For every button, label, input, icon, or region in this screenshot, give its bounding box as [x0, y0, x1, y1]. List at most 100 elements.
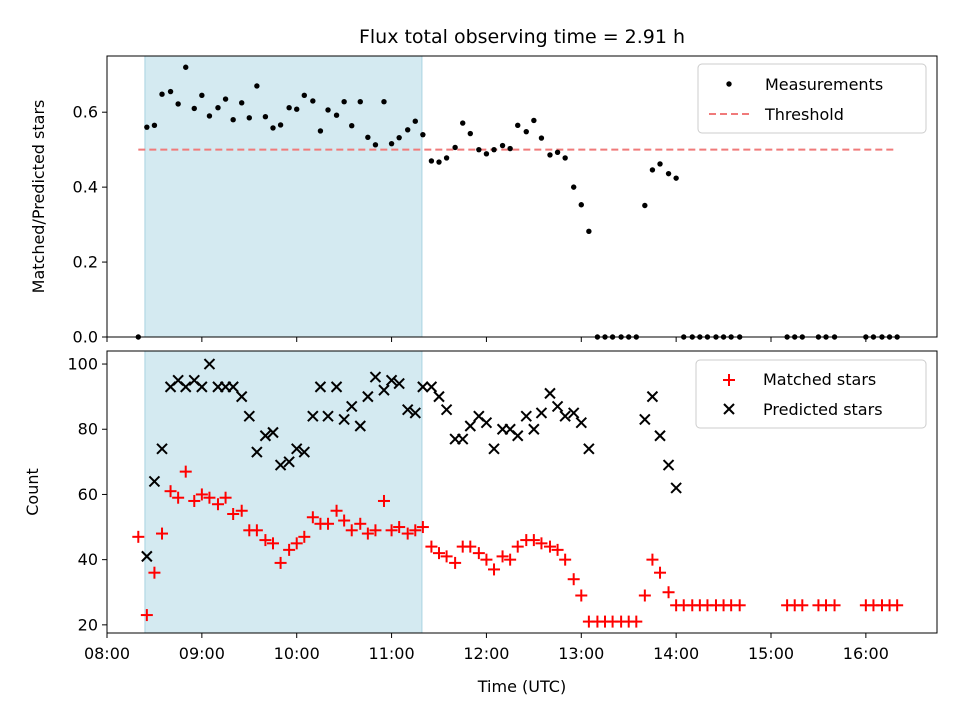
matched-stars-point	[535, 537, 548, 550]
matched-stars-point	[393, 521, 406, 534]
x-tick-label: 11:00	[369, 644, 415, 663]
predicted-stars-point	[457, 433, 469, 445]
measurement-point	[262, 113, 269, 120]
y-tick-label: 100	[67, 355, 98, 374]
matched-stars-point	[172, 491, 185, 504]
matched-stars-point	[559, 553, 572, 566]
predicted-stars-series	[141, 358, 682, 563]
measurement-point	[507, 145, 513, 152]
measurement-point	[420, 131, 426, 138]
predicted-stars-point	[528, 423, 540, 435]
measurement-point	[254, 83, 260, 89]
predicted-stars-point	[520, 410, 532, 422]
measurement-point	[554, 149, 561, 155]
matched-stars-point	[179, 465, 192, 478]
matched-stars-point	[235, 504, 248, 517]
predicted-stars-point	[314, 381, 327, 393]
measurement-point	[578, 202, 584, 208]
predicted-stars-point	[203, 358, 216, 370]
measurement-point	[286, 105, 292, 111]
y-tick-label: 60	[78, 485, 98, 504]
matched-stars-point	[440, 550, 453, 563]
y-tick-label: 0.0	[73, 328, 98, 347]
matched-stars-point	[259, 534, 272, 547]
predicted-stars-point	[409, 407, 421, 419]
measurement-point	[531, 117, 537, 124]
matched-stars-point	[638, 589, 651, 602]
matched-stars-series	[132, 465, 904, 628]
measurement-point	[246, 115, 252, 121]
matched-stars-point	[195, 488, 208, 501]
measurement-point	[175, 101, 181, 107]
x-tick-label: 16:00	[843, 644, 889, 663]
legend-predicted-marker	[723, 403, 735, 415]
measurement-point	[443, 155, 450, 161]
measurement-point	[428, 158, 435, 164]
matched-stars-point	[409, 524, 422, 537]
y-tick-label: 20	[78, 615, 98, 634]
count-legend-box	[695, 359, 927, 429]
predicted-stars-point	[654, 430, 666, 442]
predicted-stars-point	[274, 459, 287, 471]
measurement-point	[396, 134, 402, 141]
measurement-point	[649, 167, 656, 173]
matched-stars-point	[345, 524, 358, 537]
predicted-stars-point	[480, 417, 493, 429]
matched-stars-point	[480, 553, 493, 566]
matched-stars-point	[488, 563, 501, 576]
measurement-point	[159, 91, 165, 97]
legend-matched-label: Matched stars	[763, 370, 876, 389]
matched-stars-point	[433, 547, 445, 560]
matched-stars-point	[250, 524, 263, 537]
predicted-stars-point	[488, 443, 500, 455]
predicted-stars-point	[639, 413, 651, 426]
count-panel: 20 40 60 80 100 08:00 09:00 10:00 11:00 12:00 13:…	[23, 350, 938, 696]
predicted-stars-point	[235, 390, 248, 403]
legend-matched-marker	[723, 374, 735, 386]
matched-stars-point	[425, 540, 438, 553]
matched-stars-point	[377, 494, 390, 507]
measurement-point	[333, 112, 340, 118]
predicted-stars-point	[535, 407, 548, 419]
matched-stars-point	[401, 527, 414, 540]
matched-stars-point	[283, 543, 296, 556]
predicted-stars-point	[646, 390, 659, 403]
legend-threshold-label: Threshold	[764, 105, 844, 124]
predicted-stars-point	[417, 381, 429, 393]
measurement-point	[547, 152, 553, 158]
predicted-stars-point	[425, 381, 438, 393]
matched-stars-point	[472, 547, 485, 560]
matched-stars-point	[290, 537, 303, 550]
x-tick-label: 12:00	[463, 644, 509, 663]
matched-stars-point	[369, 524, 382, 537]
measurement-point	[144, 124, 150, 130]
predicted-stars-point	[567, 407, 580, 419]
chart-title: Flux total observing time = 2.91 h	[359, 26, 685, 48]
matched-stars-point	[449, 556, 462, 569]
measurement-point	[325, 107, 331, 113]
count-legend: Matched stars Predicted stars	[695, 359, 927, 429]
ratio-x-ticks	[106, 337, 867, 342]
matched-stars-point	[567, 573, 580, 586]
measurement-point	[538, 135, 545, 141]
matched-stars-point	[646, 553, 659, 566]
measurement-point	[436, 159, 442, 165]
predicted-stars-point	[369, 371, 382, 383]
matched-stars-point	[654, 566, 667, 579]
measurement-point	[167, 88, 174, 95]
matched-stars-point	[496, 550, 509, 563]
ratio-panel: 0.0 0.2 0.4 0.6 Matched/Predicted stars Mea…	[29, 55, 938, 347]
count-plot-frame	[106, 350, 938, 634]
x-tick-label: 14:00	[653, 644, 699, 663]
measurement-point	[238, 100, 245, 106]
y-tick-label: 40	[78, 550, 98, 569]
matched-stars-point	[211, 498, 224, 511]
measurement-point	[270, 125, 276, 131]
predicted-stars-point	[440, 403, 453, 416]
matched-stars-point	[543, 540, 556, 553]
predicted-stars-point	[148, 475, 161, 488]
measurement-point	[277, 122, 284, 128]
matched-stars-point	[551, 543, 564, 556]
measurement-point	[491, 146, 497, 153]
